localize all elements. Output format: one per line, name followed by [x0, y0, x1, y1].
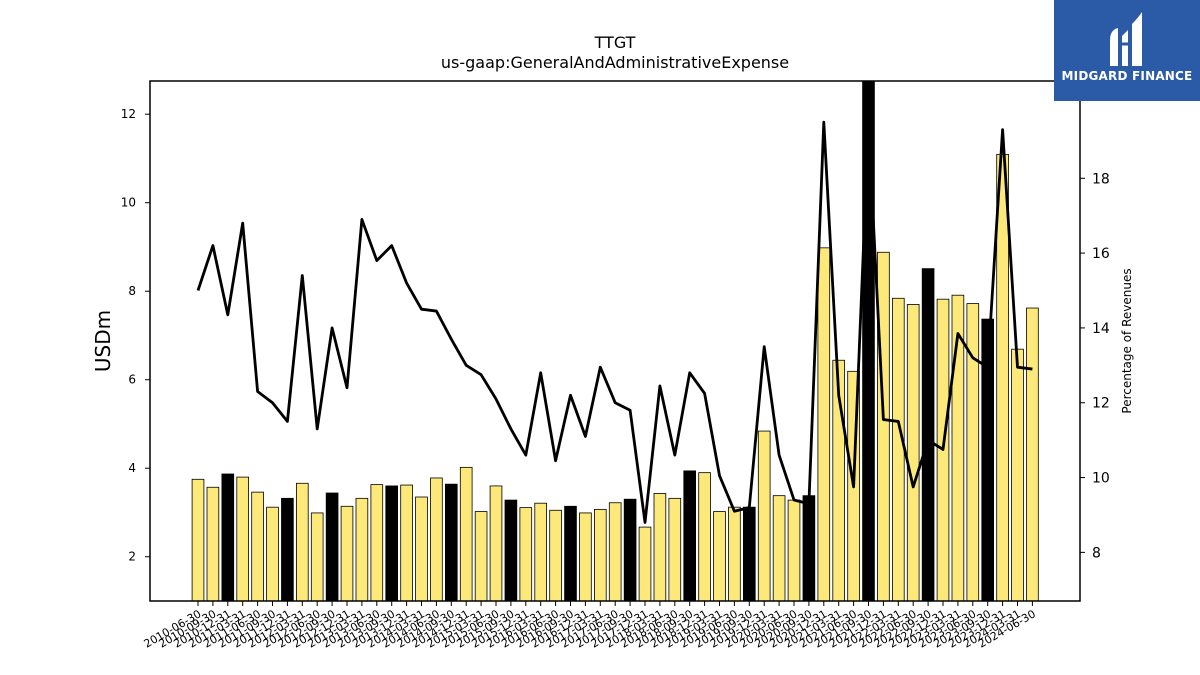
y2-axis-label: Percentage of Revenues	[1120, 268, 1134, 413]
bar	[594, 508, 607, 602]
bar	[474, 511, 488, 602]
bar	[638, 526, 652, 602]
bar	[325, 492, 339, 602]
bar	[385, 485, 398, 602]
bar	[921, 268, 935, 602]
bars-group	[191, 80, 1039, 602]
y-axis-left: 2 4 6 8 10 12	[121, 107, 150, 564]
bar	[519, 507, 533, 602]
chart-subtitle: us-gaap:GeneralAndAdministrativeExpense	[441, 53, 789, 72]
y2-tick-label: 10	[1092, 471, 1110, 487]
bar	[802, 495, 816, 602]
bar	[295, 482, 309, 602]
bar	[459, 466, 473, 602]
bar	[713, 511, 726, 602]
bar	[579, 512, 592, 602]
bar	[444, 483, 458, 602]
bar	[817, 247, 831, 602]
bar	[1011, 348, 1024, 602]
bar	[623, 498, 637, 602]
y-tick-label: 12	[121, 107, 136, 121]
bar	[549, 509, 562, 602]
y2-tick-label: 14	[1092, 321, 1110, 337]
bar	[1026, 307, 1039, 602]
bar	[608, 502, 622, 602]
bar	[728, 506, 741, 602]
bar	[743, 506, 756, 602]
bar	[236, 476, 250, 602]
y-axis-label: USDm	[91, 310, 115, 372]
y2-tick-label: 12	[1092, 396, 1110, 412]
bar	[534, 502, 547, 602]
bar	[668, 497, 682, 602]
bar	[415, 496, 428, 602]
bar	[757, 430, 771, 602]
bar	[683, 470, 696, 602]
bar	[787, 499, 801, 602]
bar	[653, 493, 667, 602]
y2-tick-label: 18	[1092, 171, 1110, 187]
y-axis-right: 8 10 12 14 16 18	[1080, 171, 1110, 561]
y-tick-label: 6	[128, 373, 136, 387]
bar	[370, 484, 384, 602]
bar	[340, 505, 354, 602]
brand-name: MIDGARD FINANCE	[1061, 69, 1193, 83]
bar	[266, 506, 279, 602]
bar	[355, 497, 369, 602]
chart-title: TTGT	[594, 33, 636, 52]
bar	[906, 304, 920, 602]
y-tick-label: 10	[121, 196, 136, 210]
bar	[772, 495, 786, 602]
bar	[191, 478, 205, 602]
bar	[251, 491, 264, 602]
x-axis: 2010-06-302010-09-302010-12-312011-03-31…	[142, 601, 1038, 651]
bar	[206, 486, 220, 602]
bar	[430, 477, 443, 602]
bar	[877, 251, 890, 602]
y2-tick-label: 16	[1092, 246, 1110, 262]
bar	[996, 154, 1009, 602]
bar	[281, 497, 294, 602]
y-tick-label: 4	[128, 461, 136, 475]
bar	[966, 303, 980, 602]
bar	[892, 297, 905, 602]
brand-logo: MIDGARD FINANCE	[1054, 0, 1200, 101]
bar	[310, 512, 324, 602]
ratio-line	[196, 120, 1033, 524]
y-tick-label: 8	[128, 284, 136, 298]
bar	[698, 472, 711, 602]
bar	[504, 499, 518, 602]
logo-mark-icon	[1110, 12, 1142, 66]
y2-tick-label: 8	[1092, 545, 1101, 561]
bar	[400, 484, 413, 602]
y-tick-label: 2	[128, 550, 136, 564]
bar	[221, 473, 235, 602]
bar	[564, 505, 577, 602]
bar	[489, 485, 503, 602]
ratio-line-group	[196, 120, 1033, 524]
